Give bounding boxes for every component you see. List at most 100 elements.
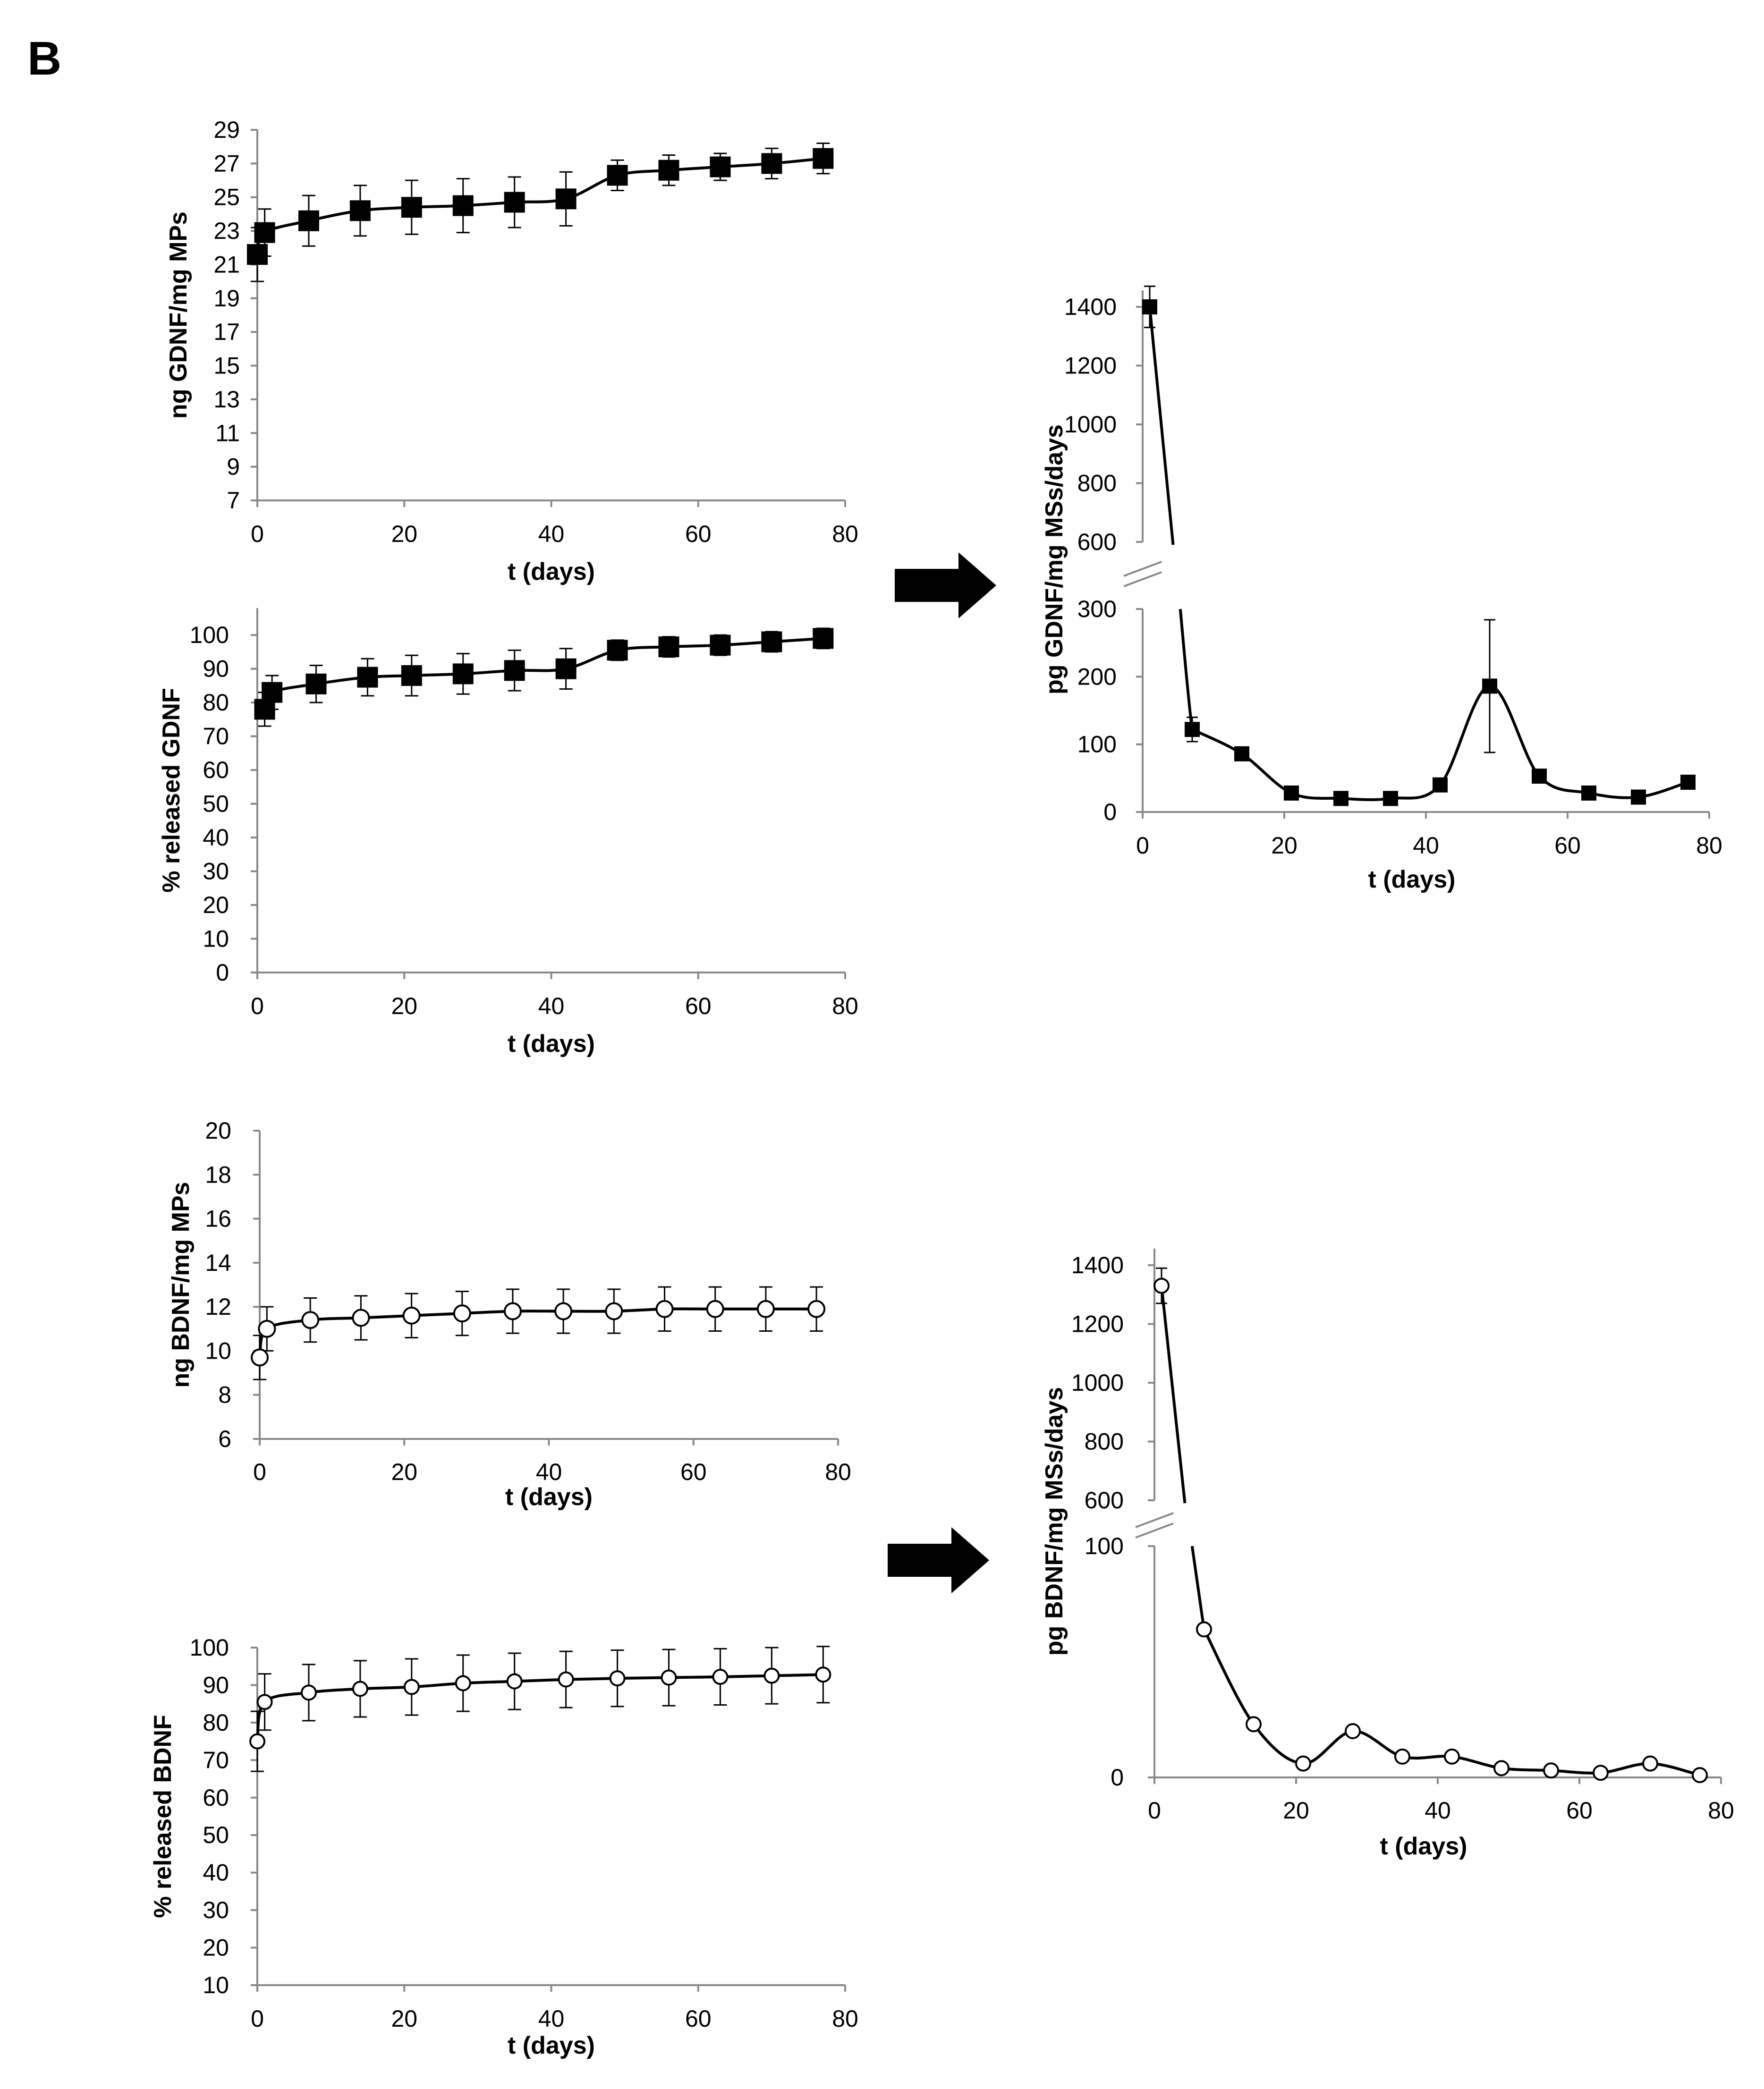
y-tick-label: 1000 (1071, 1370, 1124, 1396)
y-tick-label: 25 (213, 184, 240, 211)
x-tick-label: 20 (391, 2005, 417, 2032)
x-tick-label: 0 (1148, 1797, 1161, 1824)
data-point (504, 192, 525, 213)
y-tick-label: 800 (1085, 1429, 1124, 1455)
data-point (453, 1304, 471, 1323)
axis-break-mark (1135, 1522, 1174, 1539)
gdnf-arrow-icon (895, 552, 996, 618)
data-point (251, 1348, 269, 1367)
data-point (1345, 1723, 1361, 1739)
x-tick-label: 60 (685, 521, 712, 547)
chart-bdnf-percent: 10 20 30 40 50 60 70 80 90 100 0 20 40 60 80 t (days) % … (149, 1634, 858, 2059)
axis-break-mark (1135, 1512, 1174, 1528)
data-point (813, 148, 834, 169)
x-tick-label: 20 (391, 1459, 417, 1485)
x-axis-title: t (days) (505, 1483, 593, 1511)
x-tick-label: 60 (685, 993, 712, 1019)
x-axis-title: t (days) (508, 1030, 595, 1057)
data-point (357, 667, 378, 688)
x-tick-label: 80 (1696, 832, 1722, 859)
data-point (247, 244, 268, 265)
data-point (1333, 791, 1348, 806)
y-axis-title: ng GDNF/mg MPs (165, 211, 192, 419)
y-tick-label: 12 (205, 1294, 231, 1320)
y-tick-label: 40 (203, 1860, 229, 1886)
y-tick-label: 29 (213, 117, 240, 143)
series-line-upper (1148, 306, 1175, 545)
data-point (503, 1302, 522, 1320)
y-tick-label: 9 (227, 454, 240, 480)
data-point (1433, 777, 1448, 793)
y-tick-label: 16 (205, 1206, 231, 1232)
data-point (452, 663, 474, 685)
x-axis-title: t (days) (508, 558, 595, 585)
data-point (554, 1302, 573, 1320)
x-tick-label: 60 (1566, 1797, 1593, 1824)
series-line (1203, 1629, 1700, 1777)
data-point (1593, 1765, 1609, 1781)
y-axis-title: pg BDNF/mg MSs/days (1041, 1387, 1068, 1656)
data-point (1295, 1755, 1311, 1772)
y-tick-label: 80 (203, 1709, 229, 1736)
data-point (815, 1666, 831, 1683)
data-point (555, 188, 577, 210)
y-tick-label: 13 (213, 386, 240, 413)
data-point (1581, 785, 1596, 801)
y-tick-label: 15 (213, 353, 240, 379)
data-point (1394, 1748, 1410, 1765)
x-tick-label: 0 (251, 2005, 264, 2032)
data-point (756, 1300, 775, 1318)
panel-label: B (27, 32, 61, 85)
data-point (710, 634, 731, 656)
data-point (658, 160, 679, 181)
y-tick-label: 0 (216, 959, 229, 986)
data-point (1185, 722, 1200, 737)
y-tick-label: 90 (203, 1672, 229, 1698)
data-point (349, 200, 371, 221)
data-point (763, 1667, 780, 1684)
data-point (305, 673, 327, 694)
y-tick-label: 200 (1077, 663, 1117, 690)
data-point (1482, 678, 1497, 694)
y-tick-label: 70 (203, 723, 229, 750)
y-tick-label: 10 (203, 1972, 229, 1998)
x-tick-label: 0 (251, 521, 264, 547)
y-tick-label: 0 (1111, 1764, 1124, 1791)
data-point (403, 1679, 420, 1695)
data-point (258, 1319, 276, 1338)
data-point (1642, 1755, 1658, 1772)
data-point (1284, 785, 1299, 801)
y-tick-label: 80 (203, 689, 229, 716)
x-axis-title: t (days) (1380, 1833, 1467, 1860)
data-point (402, 1306, 421, 1325)
data-point (1680, 774, 1696, 790)
y-tick-label: 20 (203, 1935, 229, 1961)
y-tick-label: 10 (205, 1337, 231, 1364)
x-tick-label: 20 (391, 993, 417, 1019)
chart-bdnf-loaded: 6 8 10 12 14 16 18 20 0 20 40 60 80 t (days) ng BDNF/m… (167, 1117, 851, 1511)
data-point (710, 156, 731, 178)
y-tick-label: 18 (205, 1161, 231, 1188)
x-tick-label: 40 (538, 521, 565, 547)
data-point (1383, 791, 1398, 806)
x-tick-label: 40 (1413, 832, 1439, 859)
y-tick-label: 1200 (1071, 1311, 1124, 1337)
data-point (506, 1673, 523, 1690)
data-point (254, 699, 275, 720)
x-tick-label: 60 (680, 1459, 707, 1485)
x-tick-label: 20 (391, 521, 417, 547)
data-point (1692, 1767, 1708, 1784)
y-tick-label: 27 (213, 150, 240, 177)
data-point (607, 165, 628, 186)
data-point (352, 1681, 368, 1697)
y-axis-title: % released GDNF (158, 688, 185, 893)
data-point (401, 197, 422, 218)
y-tick-label: 600 (1085, 1487, 1124, 1514)
data-point (607, 640, 628, 661)
y-tick-label: 1000 (1064, 411, 1117, 438)
bdnf-arrow-icon (888, 1527, 989, 1593)
data-point (1234, 746, 1249, 761)
